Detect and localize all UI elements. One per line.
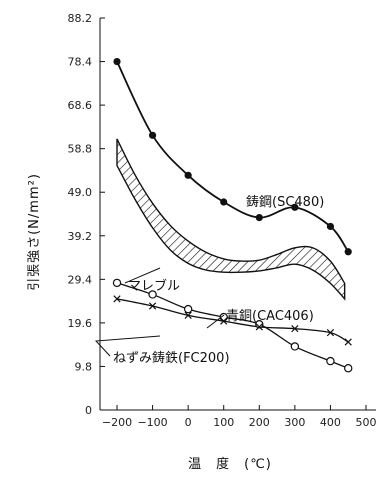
data-point — [184, 311, 192, 319]
y-tick-label: 58.8 — [68, 143, 93, 156]
data-point — [344, 364, 353, 373]
data-point — [113, 295, 121, 303]
data-point — [326, 356, 335, 366]
x-axis-title: 温 度 (℃) — [188, 456, 272, 472]
x-tick-label: 200 — [249, 416, 270, 429]
series-label-bronze: 青銅(CAC406) — [226, 309, 314, 324]
y-tick-label: 88.2 — [68, 12, 93, 25]
data-point — [326, 222, 335, 231]
data-point — [220, 317, 228, 325]
x-tick-label: −100 — [137, 416, 167, 429]
data-point — [255, 320, 264, 329]
y-tick-label: 0 — [85, 404, 92, 417]
axes: 0 9.8 19.6 29.4 39.2 49.0 58.8 68.6 78.4 88.2 −200… — [68, 12, 376, 429]
data-point — [183, 304, 193, 314]
x-tick-label: 100 — [213, 416, 234, 429]
series-label-cast-iron: ねずみ鋳鉄(FC200) — [113, 350, 230, 366]
x-tick-label: 400 — [320, 416, 341, 429]
data-point — [148, 290, 157, 299]
y-tick-label: 29.4 — [68, 273, 93, 286]
series-label-malleable: マレブル — [128, 278, 180, 294]
series-markers — [112, 57, 353, 373]
x-tick-label: 500 — [356, 416, 376, 429]
data-point — [291, 325, 299, 333]
y-tick-label: 19.6 — [68, 317, 93, 330]
label-callouts — [94, 267, 225, 357]
y-axis-title: 引張強さ(N/mm²) — [27, 173, 42, 291]
y-tick-label: 78.4 — [68, 56, 93, 69]
malleable-band-area — [116, 138, 346, 301]
data-point — [113, 57, 121, 66]
data-point — [112, 278, 122, 288]
data-point — [184, 171, 192, 179]
data-point — [148, 302, 157, 310]
x-tick-label: 300 — [284, 416, 305, 429]
data-point — [326, 329, 335, 337]
series-line — [116, 298, 349, 343]
data-point — [344, 248, 352, 256]
y-tick-label: 49.0 — [68, 186, 93, 199]
data-point — [290, 342, 300, 351]
callout-line — [124, 267, 161, 284]
callout-line — [206, 314, 225, 329]
malleable-band — [116, 138, 346, 301]
x-tick-label: −200 — [102, 416, 132, 429]
data-point — [255, 213, 263, 222]
callout-line — [94, 335, 161, 357]
x-tick-label: 0 — [185, 416, 192, 429]
y-tick-label: 39.2 — [68, 230, 93, 243]
data-point — [344, 338, 352, 346]
data-point — [148, 131, 157, 139]
y-tick-label: 68.6 — [68, 99, 93, 112]
data-point — [220, 198, 228, 206]
data-point — [291, 203, 299, 211]
series-label-steel: 鋳鋼(SC480) — [246, 194, 324, 210]
y-tick-label: 9.8 — [75, 360, 93, 373]
data-point — [255, 323, 263, 331]
